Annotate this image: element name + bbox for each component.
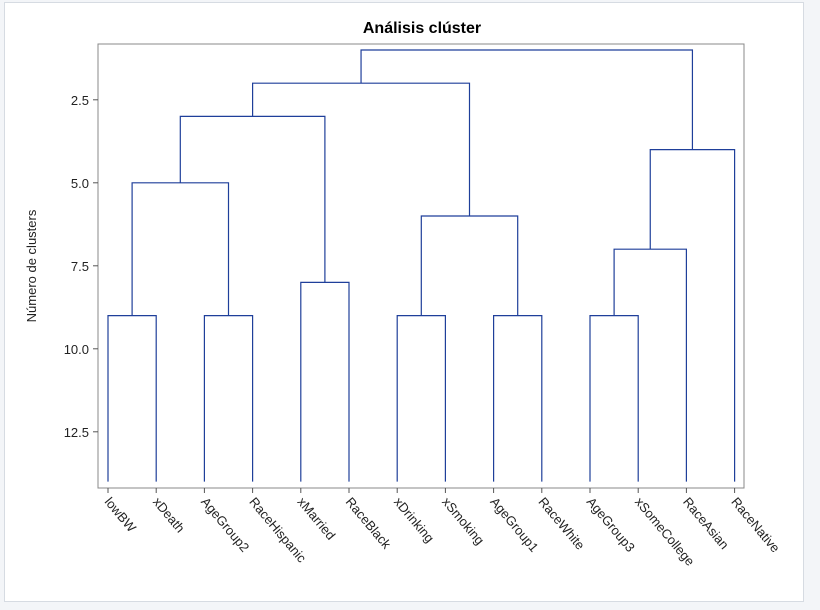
leaf-label: xSmoking <box>439 494 487 547</box>
leaf-label: xDeath <box>150 494 188 535</box>
dendrogram-link-m7 <box>131 182 230 316</box>
leaf-label: AgeGroup3 <box>584 494 638 555</box>
y-tick-label: 2.5 <box>71 93 89 108</box>
leaf-label: RaceNative <box>728 494 783 555</box>
dendrogram-link-m3 <box>300 281 350 482</box>
dendrogram-link-m4 <box>396 315 446 482</box>
leaf-label: xMarried <box>295 494 339 542</box>
dendrogram-link-m8 <box>420 215 519 316</box>
leaf-label: RaceAsian <box>680 494 732 552</box>
y-tick-label: 12.5 <box>64 425 89 440</box>
dendrogram-link-m9 <box>613 248 687 482</box>
leaf-label: RaceBlack <box>343 494 395 552</box>
dendrogram-link-m1 <box>107 315 157 482</box>
leaf-label: RaceWhite <box>536 494 588 552</box>
leaf-label: AgeGroup1 <box>487 494 541 555</box>
dendrogram-link-m12 <box>252 82 471 216</box>
y-tick-label: 10.0 <box>64 342 89 357</box>
y-tick-label: 7.5 <box>71 259 89 274</box>
dendrogram-link-m2 <box>203 315 254 482</box>
leaf-label: AgeGroup2 <box>198 494 252 555</box>
chart-title: Análisis clúster <box>363 20 481 37</box>
dendrogram-link-m11 <box>649 149 736 482</box>
dendrogram-link-m10 <box>179 115 326 283</box>
y-tick-label: 5.0 <box>71 176 89 191</box>
dendrogram-link-m6 <box>589 315 639 482</box>
leaf-label: xDrinking <box>391 494 437 545</box>
dendrogram-link-m13 <box>360 49 694 150</box>
chart-frame <box>4 2 804 602</box>
dendrogram-link-m5 <box>493 315 543 482</box>
y-axis-label: Número de clusters <box>24 209 39 322</box>
leaf-label: lowBW <box>102 494 140 535</box>
